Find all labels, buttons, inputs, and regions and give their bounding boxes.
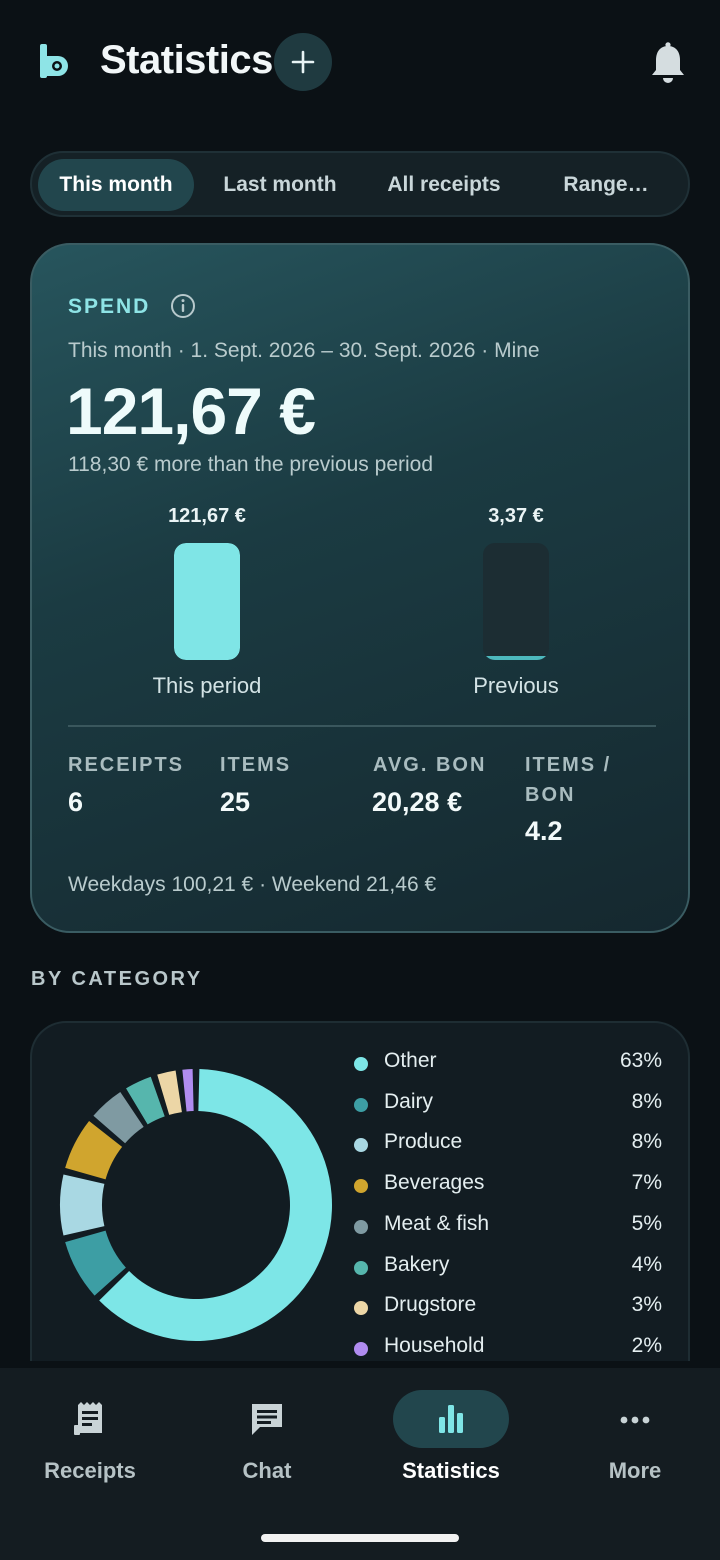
bar-previous [483,543,549,660]
bar-value-this-period: 121,67 € [168,505,246,527]
bar-value-previous: 3,37 € [488,505,544,527]
category-card: Other 63% Dairy 8% Produce 8% Beverages 7% Meat … [30,1021,690,1361]
donut-slice [65,1230,126,1296]
brand-logo-icon [40,44,68,78]
nav-item-chat[interactable]: Chat [177,1368,357,1508]
bell-icon[interactable] [648,42,688,84]
plus-icon [291,50,315,74]
nav-item-more[interactable]: More [545,1368,720,1508]
card-divider [68,725,656,727]
legend-category-percent: 8% [631,1089,662,1113]
legend-category-name: Household [384,1333,485,1357]
legend-item: Household 2% [352,1334,662,1361]
bar-this-period [174,543,240,660]
bar-fill-this-period [174,543,240,660]
legend-item: Other 63% [352,1049,662,1079]
bar-label-previous: Previous [473,673,559,698]
section-title-by-category: BY CATEGORY [31,968,203,990]
period-description: This month · 1. Sept. 2026 – 30. Sept. 2… [68,339,540,362]
stat-value-avg-bon: 20,28 € [372,787,463,817]
bar-label-this-period: This period [152,673,262,698]
donut-slice [93,1092,144,1144]
spend-label: SPEND [68,295,151,318]
donut-slice [59,1174,105,1236]
chat-icon [252,1404,282,1435]
home-indicator [261,1534,459,1542]
legend-category-percent: 5% [631,1211,662,1235]
bottom-navigation: Receipts Chat Statistics More [0,1368,720,1560]
more-horizontal-icon [620,1416,650,1424]
tab-this-month[interactable]: This month [38,159,194,211]
donut-slice [182,1069,194,1112]
legend-item: Produce 8% [352,1130,662,1160]
stat-value-items-per-bon: 4.2 [525,816,563,846]
tab-all-receipts[interactable]: All receipts [387,173,501,196]
legend-color-dot [354,1179,368,1194]
legend-item: Dairy 8% [352,1090,662,1120]
legend-item: Meat & fish 5% [352,1212,662,1242]
legend-color-dot [354,1301,368,1316]
period-tabs: This month Last month All receipts Range… [30,151,690,217]
info-icon[interactable] [170,293,196,319]
legend-category-percent: 2% [631,1333,662,1357]
bar-chart-icon [439,1405,463,1433]
legend-color-dot [354,1097,368,1112]
nav-item-receipts[interactable]: Receipts [0,1368,180,1508]
stat-value-items: 25 [220,787,251,817]
legend-item: Bakery 4% [352,1253,662,1283]
stat-label-avg-bon: AVG. BON [373,754,487,776]
donut-slice [65,1120,123,1180]
legend-category-percent: 3% [631,1293,662,1317]
donut-slice [157,1070,182,1115]
legend-color-dot [354,1260,368,1275]
page-title: Statistics [100,38,273,82]
app-header: Statistics [0,0,720,130]
legend-item: Beverages 7% [352,1171,662,1201]
stat-value-receipts: 6 [68,787,84,817]
legend-category-name: Drugstore [384,1293,477,1317]
stat-label-items: ITEMS [220,754,292,776]
spend-amount: 121,67 € [66,374,316,448]
tab-range[interactable]: Range… [563,173,649,196]
legend-category-name: Bakery [384,1252,450,1276]
nav-label-more: More [608,1458,662,1483]
nav-label-statistics: Statistics [402,1458,500,1483]
legend-category-name: Dairy [384,1089,434,1113]
legend-category-name: Meat & fish [384,1211,490,1235]
add-receipt-button[interactable] [274,33,332,91]
legend-category-name: Beverages [384,1171,485,1195]
legend-color-dot [354,1219,368,1234]
donut-slice [126,1076,165,1125]
bar-fill-previous [483,656,549,660]
legend-category-name: Produce [384,1130,463,1154]
legend-color-dot [354,1341,368,1356]
donut-slice [99,1069,332,1341]
category-donut-chart [59,1069,332,1341]
weekday-weekend-split: Weekdays 100,21 € · Weekend 21,46 € [68,873,437,896]
legend-category-percent: 8% [631,1130,662,1154]
legend-category-percent: 7% [631,1171,662,1195]
nav-label-chat: Chat [242,1458,292,1483]
tab-last-month[interactable]: Last month [223,173,337,196]
legend-category-percent: 63% [619,1049,662,1072]
nav-item-statistics[interactable]: Statistics [361,1368,541,1508]
stat-label-receipts: RECEIPTS [68,754,185,776]
legend-item: Drugstore 3% [352,1293,662,1323]
legend-category-percent: 4% [631,1252,662,1276]
spend-card: SPEND This month · 1. Sept. 2026 – 30. S… [30,243,690,933]
legend-category-name: Other [384,1049,437,1072]
legend-color-dot [354,1057,368,1071]
nav-label-receipts: Receipts [44,1458,136,1483]
receipt-icon [74,1402,102,1435]
spend-delta: 118,30 € more than the previous period [68,453,434,476]
legend-color-dot [354,1138,368,1153]
stat-label-items-per-bon: ITEMS / BON [525,754,612,806]
